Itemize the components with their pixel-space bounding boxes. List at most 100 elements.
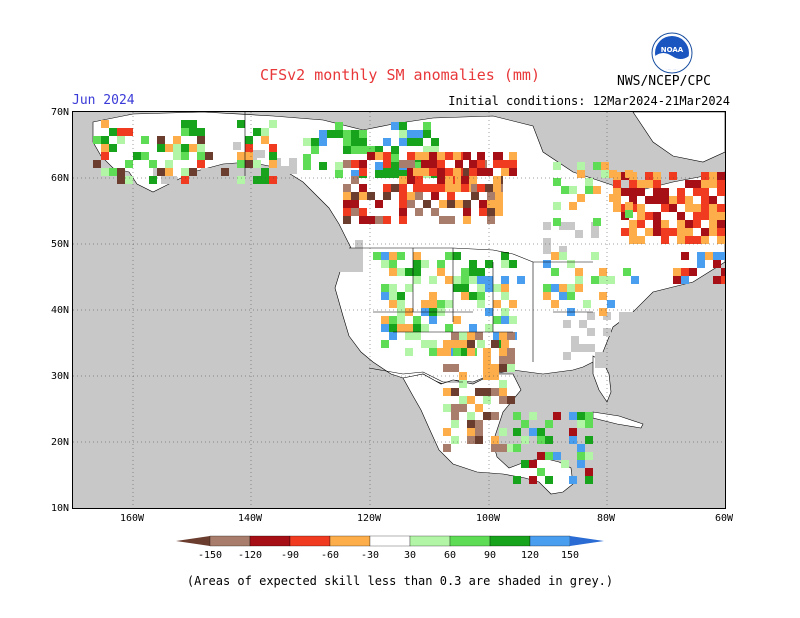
anomaly-cell [389, 252, 397, 260]
anomaly-cell [125, 128, 133, 136]
latitude-labels: 70N 60N 50N 40N 30N 20N 10N [51, 107, 69, 514]
anomaly-cell [599, 292, 607, 300]
anomaly-cell [389, 316, 397, 324]
anomaly-cell [197, 128, 205, 136]
anomaly-cell [585, 468, 593, 476]
anomaly-cell [421, 184, 429, 192]
anomaly-cell [721, 252, 725, 260]
anomaly-cell [685, 204, 693, 212]
anomaly-cell [421, 300, 429, 308]
anomaly-cell [543, 260, 551, 268]
anomaly-cell [717, 228, 725, 236]
anomaly-cell [701, 204, 709, 212]
anomaly-cell [413, 268, 421, 276]
anomaly-cell [445, 176, 453, 184]
anomaly-cell [577, 452, 585, 460]
anomaly-cell [717, 172, 725, 180]
anomaly-cell [389, 300, 397, 308]
mask-cell [627, 320, 635, 328]
anomaly-cell [375, 152, 383, 160]
anomaly-cell [631, 276, 639, 284]
anomaly-cell [509, 160, 517, 168]
anomaly-cell [681, 268, 689, 276]
anomaly-cell [477, 184, 485, 192]
anomaly-cell [109, 168, 117, 176]
anomaly-cell [451, 412, 459, 420]
lat-label-10N: 10N [51, 503, 69, 514]
anomaly-cell [501, 252, 509, 260]
anomaly-cell [407, 152, 415, 160]
mask-cell [331, 232, 339, 240]
anomaly-cell [405, 284, 413, 292]
anomaly-cell [343, 192, 351, 200]
anomaly-cell [463, 152, 471, 160]
anomaly-cell [621, 228, 629, 236]
anomaly-cell [93, 136, 101, 144]
anomaly-cell [467, 348, 475, 356]
anomaly-cell [609, 194, 617, 202]
anomaly-cell [261, 128, 269, 136]
anomaly-cell [529, 412, 537, 420]
anomaly-cell [367, 216, 375, 224]
anomaly-cell [559, 292, 567, 300]
anomaly-cell [423, 146, 431, 154]
longitude-labels: 160W 140W 120W 100W 80W 60W [120, 513, 734, 524]
anomaly-cell [537, 468, 545, 476]
mask-cell [339, 264, 347, 272]
anomaly-cell [461, 348, 469, 356]
mask-cell [571, 336, 579, 344]
colorbar-label: 30 [404, 550, 416, 561]
footnote: (Areas of expected skill less than 0.3 a… [186, 574, 614, 588]
mask-cell [161, 176, 169, 184]
anomaly-cell [197, 152, 205, 160]
anomaly-cell [507, 396, 515, 404]
anomaly-cell [487, 216, 495, 224]
anomaly-cell [415, 176, 423, 184]
mask-cell [619, 336, 627, 344]
anomaly-cell [399, 192, 407, 200]
anomaly-cell [693, 180, 701, 188]
anomaly-cell [269, 152, 277, 160]
anomaly-cell [653, 228, 661, 236]
mask-cell [627, 312, 635, 320]
anomaly-cell [173, 144, 181, 152]
anomaly-cell [593, 162, 601, 170]
anomaly-cell [437, 176, 445, 184]
mask-cell [355, 240, 363, 248]
anomaly-cell [491, 444, 499, 452]
anomaly-cell [431, 146, 439, 154]
mask-cell [323, 264, 331, 272]
colorbar-label: -150 [198, 550, 222, 561]
mask-cell [339, 256, 347, 264]
anomaly-cell [181, 128, 189, 136]
anomaly-cell [375, 170, 383, 178]
anomaly-cell [469, 176, 477, 184]
anomaly-cell [391, 162, 399, 170]
colorbar-cell [409, 535, 451, 547]
anomaly-cell [479, 208, 487, 216]
forecast-month: Jun 2024 [72, 93, 135, 108]
anomaly-cell [429, 340, 437, 348]
anomaly-cell [451, 420, 459, 428]
anomaly-cell [415, 130, 423, 138]
noaa-logo-text: NOAA [661, 46, 684, 54]
anomaly-cell [609, 170, 617, 178]
anomaly-cell [319, 130, 327, 138]
anomaly-cell [391, 154, 399, 162]
anomaly-cell [445, 152, 453, 160]
anomaly-cell [423, 122, 431, 130]
anomaly-cell [467, 332, 475, 340]
anomaly-cell [245, 144, 253, 152]
mask-cell [201, 168, 209, 176]
anomaly-cell [575, 268, 583, 276]
mask-cell [559, 222, 567, 230]
anomaly-cell [391, 170, 399, 178]
anomaly-cell [521, 436, 529, 444]
anomaly-cell [221, 168, 229, 176]
anomaly-cell [463, 168, 471, 176]
anomaly-cell [553, 452, 561, 460]
anomaly-cell [389, 332, 397, 340]
anomaly-cell [367, 192, 375, 200]
anomaly-cell [553, 202, 561, 210]
anomaly-cell [637, 236, 645, 244]
